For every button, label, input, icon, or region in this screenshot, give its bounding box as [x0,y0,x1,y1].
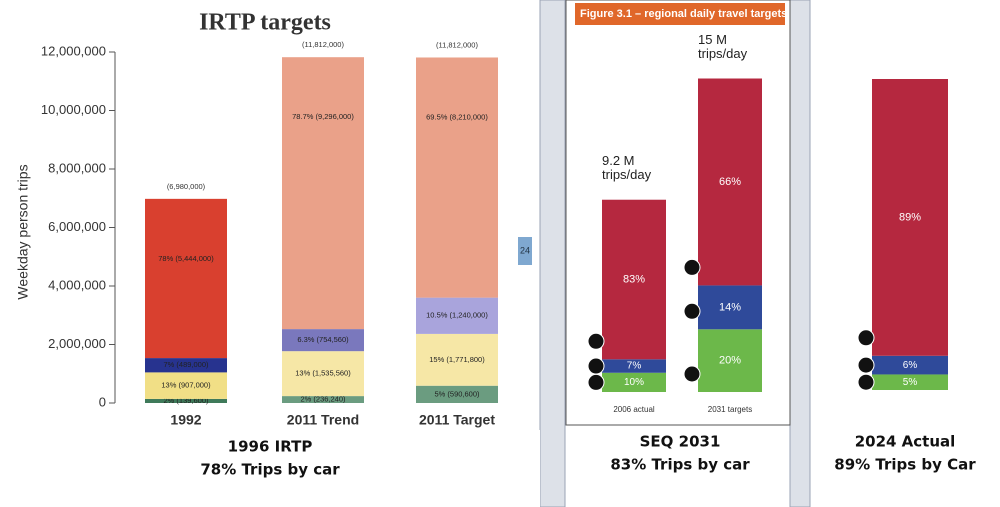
mode-icon [683,365,701,383]
bar-segment [872,355,948,375]
mode-icon [857,329,875,347]
x-tick-label: 2006 actual [613,405,655,414]
bar-segment [416,57,498,298]
separator [539,0,566,507]
total-label: 15 M trips/day [698,32,748,61]
y-tick-label: 4,000,000 [48,277,106,292]
bar-segment [872,79,948,356]
bar-segment [282,329,364,352]
value-label: 78% (5,444,000) [158,254,214,263]
value-label: 7% (489,000) [163,360,209,369]
mode-icon [587,332,605,350]
bar-segment [872,374,948,390]
total-label-box: 15 M trips/day [698,32,748,61]
bar-segment [282,351,364,397]
value-label: 5% [903,377,918,388]
bar-segment [282,396,364,403]
caption: 89% Trips by Car [834,456,976,474]
bar-segment [602,199,666,360]
bar-segment [282,57,364,330]
y-tick-label: 8,000,000 [48,160,106,175]
mode-icon [587,373,605,391]
mode-icon [857,356,875,374]
value-label: 20% [719,355,741,367]
bar-segment [698,285,762,330]
bar-segment [602,372,666,392]
mode-icon [683,258,701,276]
x-tick-label: 2011 Trend [287,412,359,428]
value-label: 89% [899,211,921,223]
bar-segment [416,385,498,403]
x-tick-label: 2031 targets [708,405,752,414]
value-label: 2% (236,240) [300,395,346,404]
total-label: (6,980,000) [167,182,206,191]
bar-segment [416,297,498,334]
page-tab-label: 24 [520,245,530,255]
mode-icon [857,373,875,391]
caption: SEQ 2031 [640,433,721,451]
page-tab [518,237,532,265]
value-label: 10% [624,377,644,388]
separator [789,0,811,507]
x-tick-label: 1992 [170,412,201,428]
caption: 2024 Actual [855,433,956,451]
y-tick-label: 0 [99,394,106,409]
y-tick-label: 10,000,000 [41,102,106,117]
value-label: 66% [719,176,741,188]
chart-title: IRTP targets [199,10,331,36]
total-label-box: 9.2 M trips/day [602,153,652,182]
value-label: 83% [623,273,645,285]
bar-segment [145,372,227,399]
bar-segment [698,329,762,392]
figure-header [575,3,785,25]
value-label: 5% (590,600) [434,389,480,398]
value-label: 78.7% (9,296,000) [292,112,354,121]
mode-icon [683,302,701,320]
mode-icon [587,357,605,375]
caption: 1996 IRTP [228,438,313,456]
value-label: 2% (139,600) [163,396,209,405]
y-tick-label: 6,000,000 [48,219,106,234]
value-label: 6% [903,360,918,371]
total-label: (11,812,000) [436,40,478,49]
bar-segment [145,358,227,373]
bar-segment [602,359,666,373]
y-tick-label: 2,000,000 [48,336,106,351]
value-label: 13% (1,535,560) [295,369,351,378]
value-label: 69.5% (8,210,000) [426,112,488,121]
bar-segment [416,333,498,386]
bar-segment [145,398,227,403]
y-tick-label: 12,000,000 [41,43,106,58]
value-label: 14% [719,301,741,313]
caption-box [0,430,540,507]
bar-segment [145,198,227,359]
caption: 83% Trips by car [610,456,750,474]
value-label: 10.5% (1,240,000) [426,311,488,320]
total-label: 9.2 M trips/day [602,153,652,182]
x-tick-label: 2011 Target [419,412,495,428]
value-label: 6.3% (754,560) [297,335,349,344]
caption: 78% Trips by car [200,461,340,479]
value-label: 13% (907,000) [161,381,211,390]
total-label: (11,812,000) [302,40,344,49]
figure-title: Figure 3.1 – regional daily travel targe… [580,8,787,20]
bar-segment [698,78,762,286]
y-axis-label: Weekday person trips [15,164,31,299]
value-label: 7% [627,361,642,372]
value-label: 15% (1,771,800) [429,355,485,364]
